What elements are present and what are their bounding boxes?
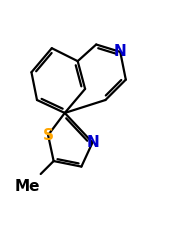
- Text: Me: Me: [15, 179, 41, 194]
- Text: S: S: [43, 128, 54, 143]
- Text: N: N: [114, 44, 127, 59]
- Text: N: N: [86, 135, 99, 150]
